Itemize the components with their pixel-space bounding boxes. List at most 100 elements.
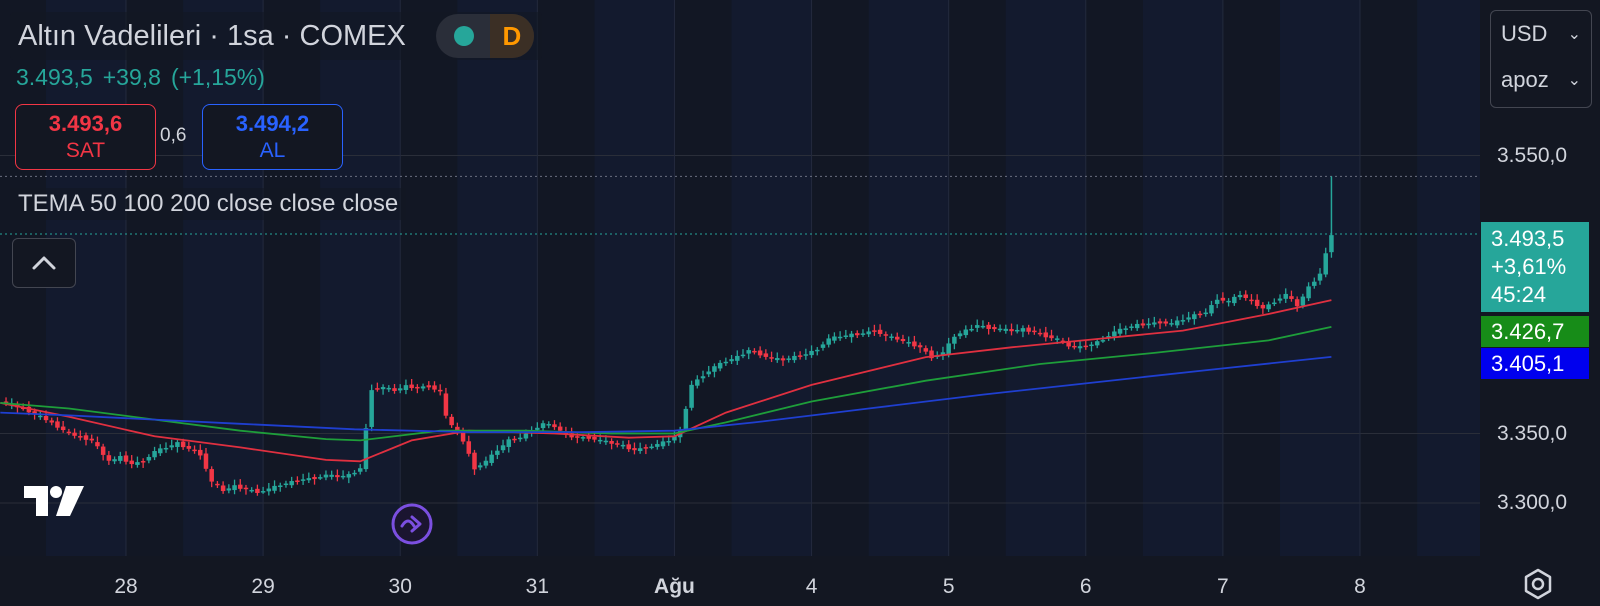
buy-button[interactable]: 3.494,2 AL [202,104,343,170]
candle-body [1123,328,1129,330]
tradingview-logo-icon[interactable] [22,484,86,525]
candle-body [3,401,9,404]
jump-forward-icon[interactable] [390,502,434,551]
price-axis-tick-label: 3.350,0 [1497,421,1568,445]
candle-body [72,432,77,436]
candle-body [415,386,420,389]
collapse-legend-button[interactable] [12,238,76,288]
candle-body [866,331,871,335]
candle-body [146,456,152,461]
candle-body [597,439,603,442]
candle-body [255,488,260,493]
candle-body [226,488,232,491]
candle-body [1180,320,1186,322]
candlestick-chart [0,0,1480,556]
symbol-header[interactable]: Altın Vadelileri · 1sa · COMEX D [10,12,542,60]
candle-body [95,442,100,447]
candle-body [477,465,483,468]
candle-body [198,449,203,456]
candle-body [986,324,991,329]
unit-value: apoz [1501,67,1549,92]
chevron-down-icon: ⌄ [1567,72,1581,89]
candle-body [409,384,414,389]
session-break-band [948,0,1006,556]
candle-body [243,487,249,490]
candle-body [580,437,586,439]
candle-body [1083,345,1089,348]
indicator-legend[interactable]: TEMA 50 100 200 close close close [10,188,407,220]
candle-body [135,462,140,465]
candle-body [626,444,631,450]
candle-body [266,488,272,492]
candle-body [803,354,809,356]
candle-body [775,358,780,361]
candle-body [969,328,974,331]
candle-body [957,333,963,337]
last-price-tag-value: 3.493,5 [1491,226,1565,251]
candle-body [535,427,540,430]
candle-body [1277,298,1283,301]
time-axis[interactable] [0,556,1600,606]
candle-body [1226,300,1231,303]
session-break-band [537,0,595,556]
session-break-band [811,0,869,556]
last-price-tag-percent: +3,61% [1491,254,1567,279]
candle-body [769,357,774,359]
candle-body [83,435,89,440]
candle-body [655,444,660,447]
currency-select[interactable]: USD ⌄ [1491,11,1591,57]
candle-body [1060,340,1066,343]
candle-body [272,485,277,491]
bar-countdown: 45:24 [1491,282,1547,307]
candle-body [186,446,192,449]
price-change-percent: (+1,15%) [170,64,265,90]
candle-body [455,426,460,433]
candle-body [826,338,831,345]
candle-body [1163,321,1169,324]
candle-body [1146,323,1151,326]
time-axis-tick-label: 5 [942,575,955,598]
candle-body [992,327,997,330]
time-axis-tick-label: 30 [388,575,412,598]
time-axis-tick-label: 7 [1217,575,1229,598]
unit-select[interactable]: apoz ⌄ [1491,57,1591,103]
candle-body [317,477,323,479]
candle-body [43,415,49,421]
candle-body [1117,328,1123,334]
price-quote: 3.493,5 +39,8 (+1,15%) [16,64,275,91]
candle-body [832,336,837,341]
candle-body [820,344,826,348]
candle-body [523,433,529,439]
candle-body [849,333,854,338]
candle-body [757,350,763,356]
candle-body [746,350,751,354]
candle-body [712,366,717,372]
candle-body [923,348,929,352]
candle-body [346,474,352,478]
candle-body [1100,340,1106,342]
candle-body [1089,344,1094,347]
candle-body [1072,345,1077,348]
tema100-price-tag: 3.426,7 [1481,316,1589,347]
candle-body [706,371,711,375]
candle-body [666,441,671,443]
candle-body [369,390,374,427]
candle-body [900,338,906,342]
gear-icon[interactable] [1522,568,1554,605]
candle-body [1260,304,1266,309]
candle-body [586,436,591,439]
candle-body [797,355,803,357]
time-axis-tick-label: 31 [525,575,550,598]
currency-value: USD [1501,21,1548,46]
chart-plot-area[interactable] [0,0,1480,556]
candle-body [1066,341,1071,347]
market-open-dot-icon [453,26,474,46]
axis-settings-panel: USD ⌄ apoz ⌄ [1490,10,1592,108]
candle-body [38,415,43,418]
sell-button[interactable]: 3.493,6 SAT [15,104,156,170]
candle-body [203,453,209,469]
candle-body [1323,253,1328,275]
candle-body [695,379,700,386]
candle-body [780,358,786,361]
market-status-pill[interactable]: D [435,14,534,58]
